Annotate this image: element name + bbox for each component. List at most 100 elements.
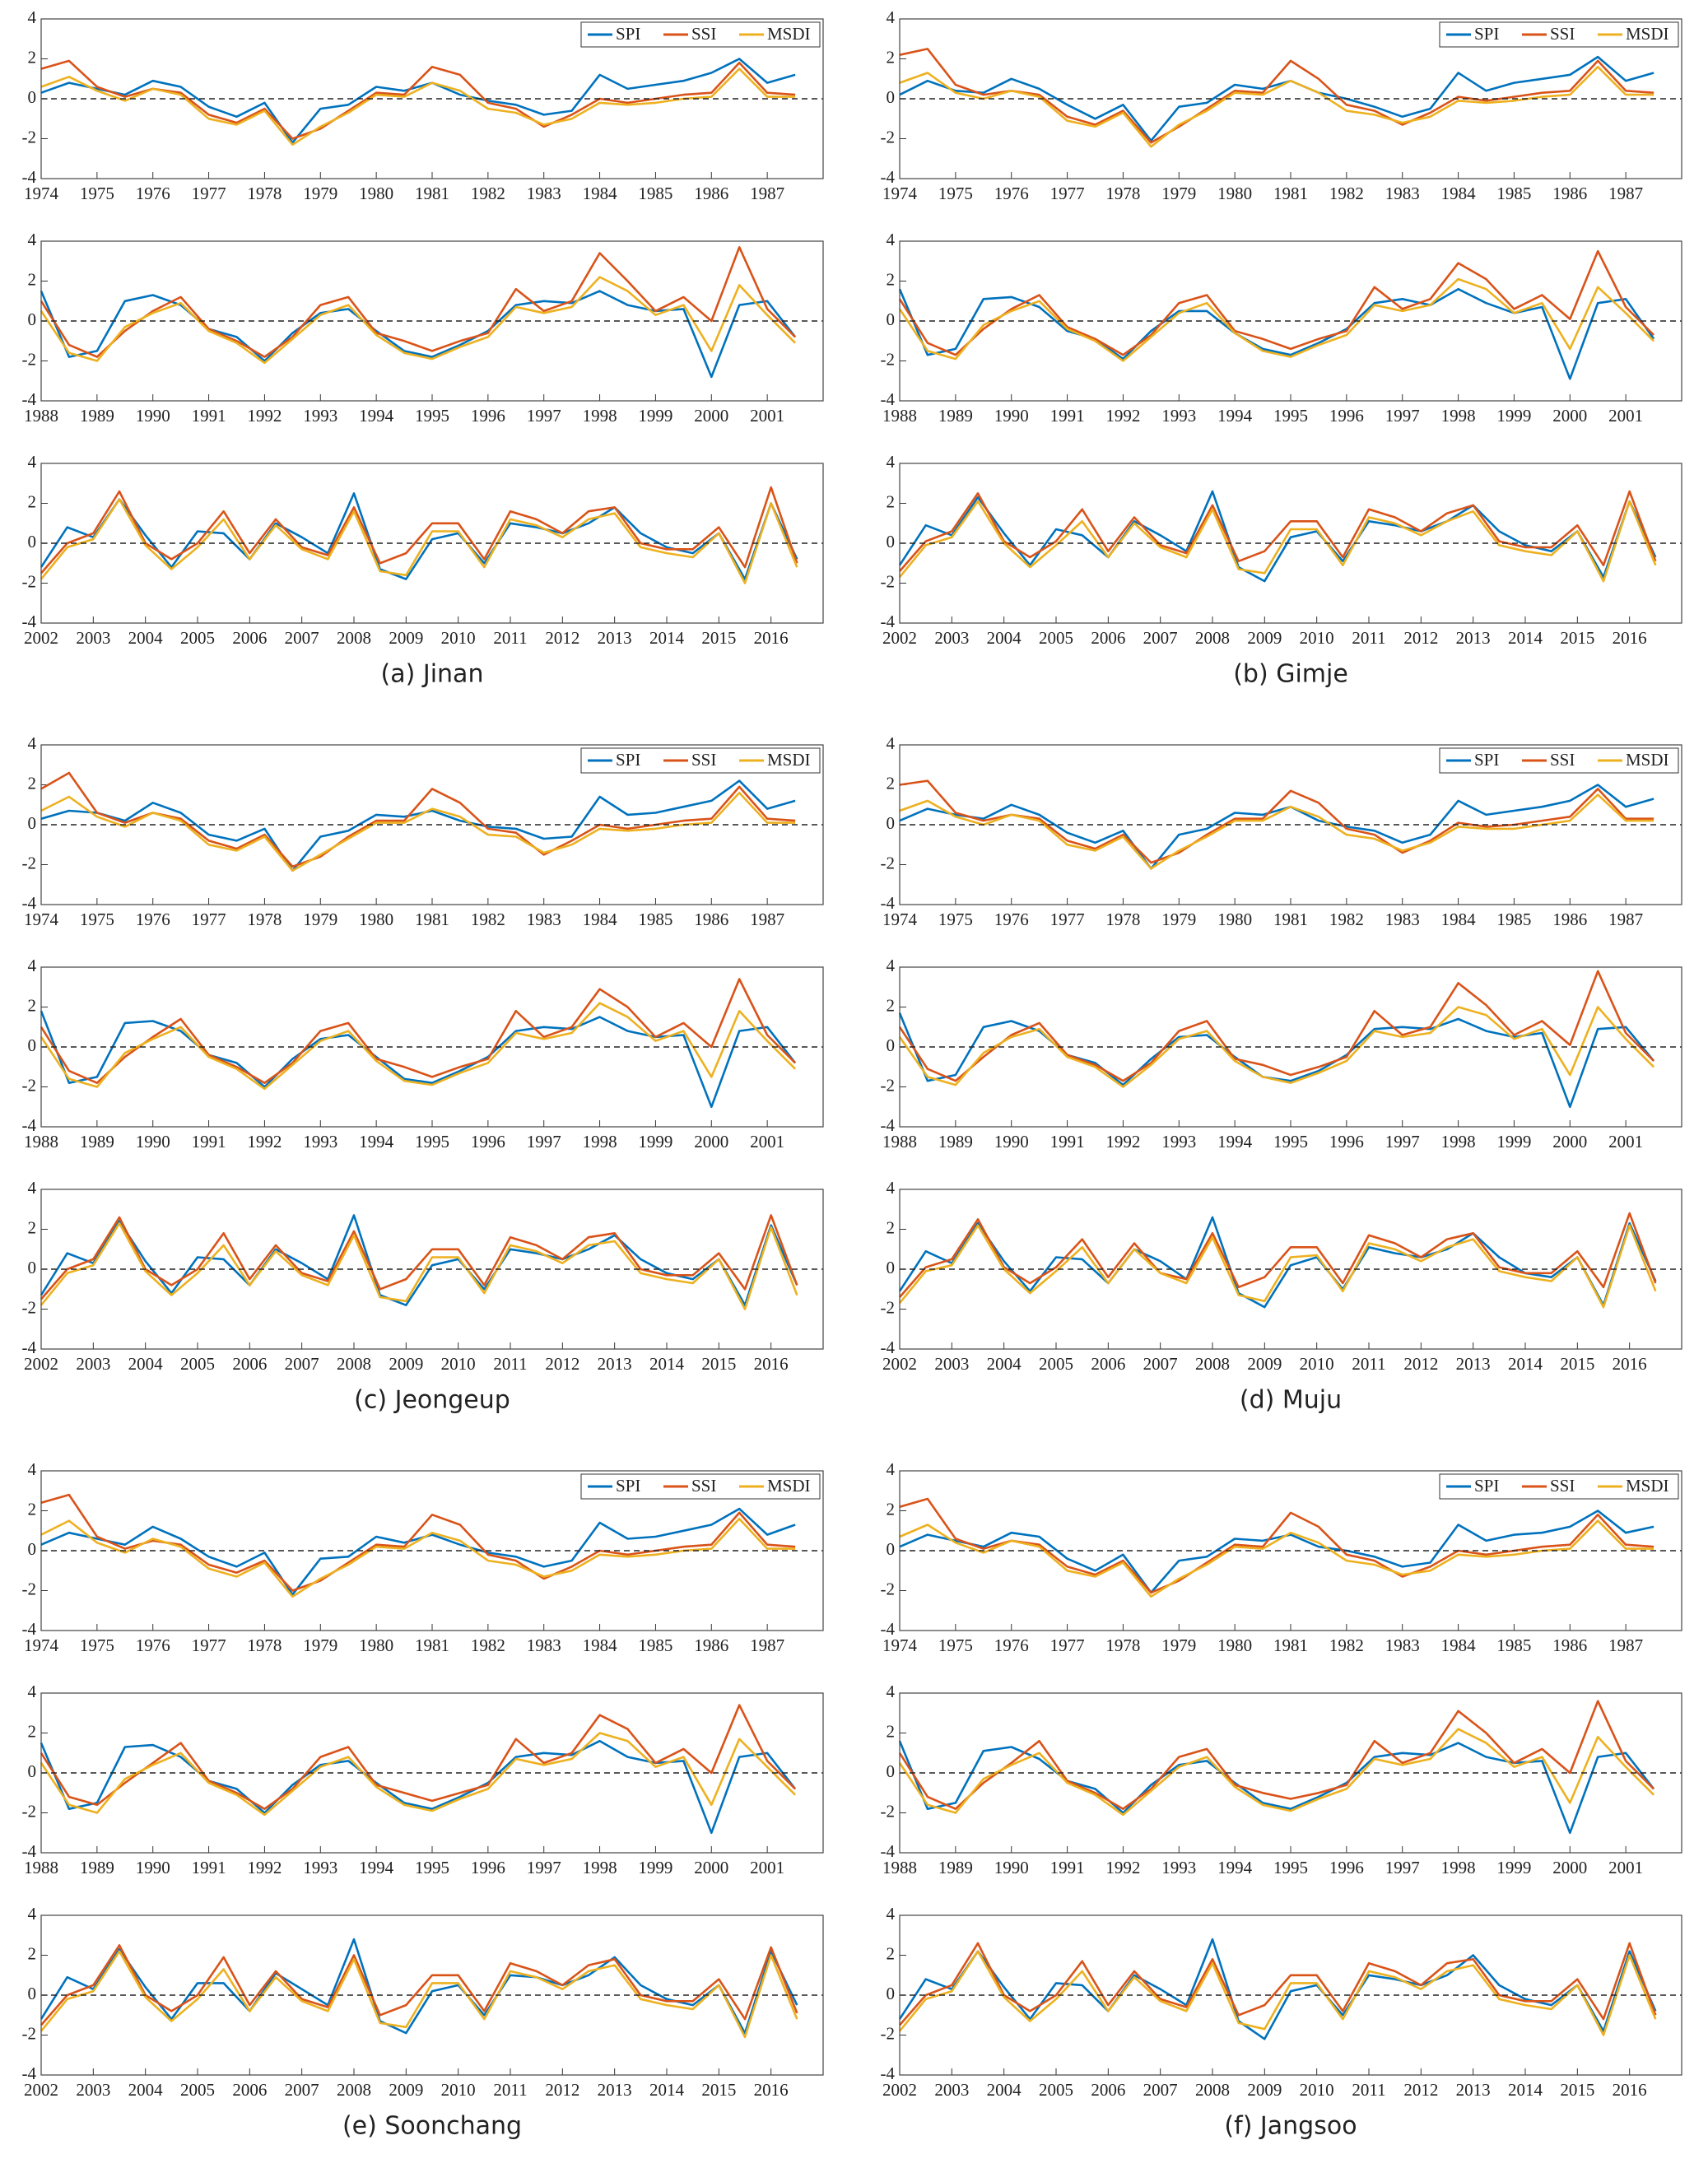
- x-tick-label: 1986: [1552, 910, 1587, 929]
- x-tick-label: 1974: [24, 910, 59, 929]
- y-tick-label: 0: [28, 87, 37, 107]
- x-tick-label: 1993: [303, 1132, 337, 1151]
- x-tick-label: 1991: [1050, 1132, 1085, 1151]
- x-tick-label: 2013: [598, 1354, 632, 1374]
- y-tick-label: -2: [881, 127, 896, 147]
- y-tick-label: 0: [28, 1984, 37, 2003]
- x-tick-label: 2001: [750, 1858, 784, 1877]
- y-tick-label: -4: [881, 1115, 896, 1135]
- y-tick-label: 0: [28, 1258, 37, 1277]
- x-tick-label: 1989: [80, 1132, 114, 1151]
- x-tick-label: 2016: [1613, 2080, 1647, 2100]
- legend-label: SPI: [1474, 750, 1499, 770]
- y-tick-label: 2: [887, 1499, 896, 1519]
- x-tick-label: 1983: [527, 1635, 561, 1655]
- x-tick-label: 1990: [994, 406, 1029, 426]
- y-tick-label: 4: [28, 956, 37, 975]
- axes-frame: [40, 18, 824, 179]
- x-tick-label: 1986: [694, 1635, 728, 1655]
- x-tick-label: 2009: [389, 2080, 423, 2100]
- x-tick-label: 2004: [987, 628, 1022, 648]
- x-tick-label: 2013: [1456, 628, 1491, 648]
- x-tick-label: 2013: [598, 628, 632, 648]
- series-line: [40, 1732, 797, 1817]
- x-tick-label: 1982: [1329, 910, 1364, 929]
- x-tick-label: 1977: [192, 1635, 226, 1655]
- caption: (a) Jinan: [381, 660, 484, 689]
- x-tick-label: 1981: [1273, 1635, 1308, 1655]
- x-tick-label: 1999: [638, 1858, 672, 1877]
- x-tick-label: 1997: [1385, 406, 1420, 426]
- x-tick-label: 1984: [583, 910, 618, 929]
- x-tick-label: 2000: [694, 1858, 728, 1877]
- x-tick-label: 2006: [1091, 2080, 1125, 2100]
- legend-box: [580, 747, 821, 774]
- legend-label: SPI: [616, 1476, 640, 1496]
- legend-box: [1439, 747, 1679, 774]
- x-tick-label: 1978: [1105, 910, 1140, 929]
- y-tick-label: 4: [887, 1904, 896, 1924]
- x-tick-label: 2000: [1552, 406, 1587, 426]
- x-tick-label: 1990: [994, 1132, 1029, 1151]
- y-tick-label: 2: [887, 491, 896, 511]
- x-tick-label: 1980: [359, 910, 393, 929]
- y-tick-label: 0: [28, 1539, 37, 1559]
- series-line: [40, 791, 796, 872]
- x-tick-label: 1994: [1217, 406, 1253, 426]
- y-tick-label: 4: [28, 733, 37, 753]
- legend-label: SSI: [691, 750, 716, 770]
- x-tick-label: 1982: [1329, 1635, 1364, 1655]
- y-tick-label: -4: [22, 389, 37, 409]
- x-tick-label: 1991: [1050, 406, 1085, 426]
- x-tick-label: 2008: [337, 1354, 371, 1374]
- series-line: [899, 1510, 1654, 1594]
- y-tick-label: 4: [887, 230, 896, 249]
- axes-frame: [40, 966, 824, 1128]
- x-tick-label: 2011: [493, 1354, 527, 1374]
- x-tick-label: 1980: [1217, 910, 1252, 929]
- x-tick-label: 1998: [583, 1132, 617, 1151]
- y-tick-label: -2: [22, 1801, 37, 1821]
- x-tick-label: 1977: [1050, 1635, 1085, 1655]
- x-tick-label: 2010: [1300, 2080, 1334, 2100]
- x-tick-label: 2010: [441, 1354, 476, 1374]
- axes-frame: [40, 744, 824, 905]
- y-tick-label: 0: [887, 1539, 896, 1559]
- x-tick-label: 1981: [415, 184, 449, 203]
- legend-label: SSI: [1550, 750, 1575, 770]
- legend-label: SPI: [616, 24, 640, 44]
- y-tick-label: 2: [28, 1217, 37, 1237]
- caption: (e) Soonchang: [342, 2112, 522, 2141]
- axes-frame: [899, 1914, 1682, 2076]
- legend-label: SPI: [1474, 24, 1499, 44]
- x-tick-label: 1993: [1161, 1132, 1196, 1151]
- x-tick-label: 1981: [415, 910, 449, 929]
- x-tick-label: 1977: [1050, 184, 1085, 203]
- y-tick-label: -4: [881, 1841, 896, 1861]
- x-tick-label: 1978: [247, 1635, 282, 1655]
- x-tick-label: 1988: [882, 406, 917, 426]
- axes-frame: [899, 1189, 1682, 1350]
- x-tick-label: 1978: [1105, 184, 1140, 203]
- y-tick-label: 0: [887, 1984, 896, 2003]
- x-tick-label: 1996: [1329, 1132, 1364, 1151]
- x-tick-label: 1977: [192, 910, 226, 929]
- x-tick-label: 1983: [527, 910, 561, 929]
- x-tick-label: 1995: [1273, 1858, 1308, 1877]
- y-tick-label: 0: [887, 532, 896, 551]
- y-tick-label: -4: [22, 167, 37, 187]
- legend-label: SSI: [691, 1476, 716, 1496]
- x-tick-label: 1988: [882, 1132, 917, 1151]
- y-tick-label: 0: [28, 1035, 37, 1055]
- y-tick-label: 4: [887, 7, 896, 27]
- x-tick-label: 2010: [1300, 1354, 1334, 1374]
- x-tick-label: 1984: [583, 1635, 618, 1655]
- x-tick-label: 2006: [232, 628, 267, 648]
- x-tick-label: 2015: [701, 2080, 736, 2100]
- x-tick-label: 2014: [649, 1354, 685, 1374]
- axes-frame: [899, 18, 1682, 179]
- x-tick-label: 1989: [938, 406, 973, 426]
- x-tick-label: 1997: [527, 1858, 561, 1877]
- x-tick-label: 1977: [192, 184, 226, 203]
